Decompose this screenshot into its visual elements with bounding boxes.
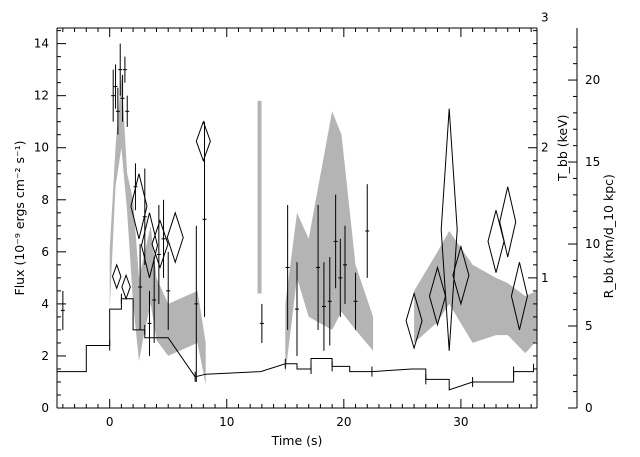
x-tick-label: 20 (336, 415, 351, 429)
radius-tick-label: 5 (585, 319, 593, 333)
radius-diamond (452, 244, 470, 306)
y-tick-label: 4 (41, 297, 49, 311)
x-axis-title: Time (s) (271, 433, 323, 448)
temperature-band-segment (257, 100, 262, 294)
radius-diamond (166, 211, 184, 264)
x-tick-label: 0 (106, 415, 114, 429)
flux-step-layer (56, 293, 534, 391)
radius-diamond-layer (111, 108, 528, 351)
y-tick-label: 12 (34, 89, 49, 103)
radius-diamond (151, 219, 169, 269)
y-tick-label: 2 (41, 349, 49, 363)
radius-tick-label: 20 (585, 73, 600, 87)
x-tick-label: 10 (219, 415, 234, 429)
radius-diamond (510, 262, 528, 331)
radius-diamond (130, 173, 148, 239)
temperature-band (285, 111, 374, 375)
y-tick-label: 14 (34, 37, 49, 51)
radius-diamond (111, 263, 122, 290)
temperature-band-layer (109, 74, 537, 385)
temperature-tick-label: 2 (541, 141, 549, 155)
y-tick-label: 0 (41, 401, 49, 415)
radius-diamond (428, 265, 447, 327)
radius-diamond (440, 108, 458, 351)
temperature-tick-label: 1 (541, 271, 549, 285)
radius-diamond (487, 210, 505, 273)
radius-diamond (405, 291, 423, 350)
radius-axis-title: R_bb (km/d_10 kpc) (601, 174, 616, 298)
temperature-band (414, 231, 537, 354)
temperature-axis-title: T_bb (keV) (555, 114, 570, 182)
y-axis-title: Flux (10⁻⁹ ergs cm⁻² s⁻¹) (12, 141, 27, 296)
y-tick-label: 6 (41, 245, 49, 259)
radius-tick-label: 10 (585, 237, 600, 251)
y-tick-label: 10 (34, 141, 49, 155)
radius-tick-label: 0 (585, 401, 593, 415)
radius-tick-label: 15 (585, 155, 600, 169)
temperature-tick-label: 3 (541, 11, 549, 25)
x-tick-label: 30 (453, 415, 468, 429)
temperature-band (109, 74, 206, 385)
radius-diamond (121, 273, 131, 301)
radius-diamond (499, 186, 517, 258)
radius-diamond (195, 120, 211, 163)
y-tick-label: 8 (41, 193, 49, 207)
radius-errorbar-layer (60, 43, 370, 382)
